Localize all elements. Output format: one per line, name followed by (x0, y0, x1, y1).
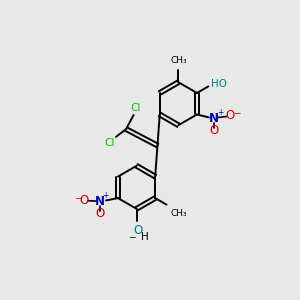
Text: H: H (141, 232, 149, 242)
Text: N: N (209, 112, 219, 125)
Text: HO: HO (211, 79, 227, 89)
Text: +: + (103, 191, 109, 200)
Text: +: + (217, 108, 223, 117)
Text: O: O (95, 207, 105, 220)
Text: O: O (210, 124, 219, 137)
Text: −: − (128, 232, 135, 241)
Text: Cl: Cl (105, 138, 115, 148)
Text: Cl: Cl (130, 103, 140, 113)
Text: O: O (80, 194, 89, 207)
Text: CH₃: CH₃ (170, 56, 187, 65)
Text: O: O (225, 110, 235, 122)
Text: −: − (233, 109, 241, 118)
Text: CH₃: CH₃ (171, 208, 187, 217)
Text: −: − (74, 193, 81, 202)
Text: O: O (134, 224, 143, 237)
Text: N: N (95, 196, 105, 208)
